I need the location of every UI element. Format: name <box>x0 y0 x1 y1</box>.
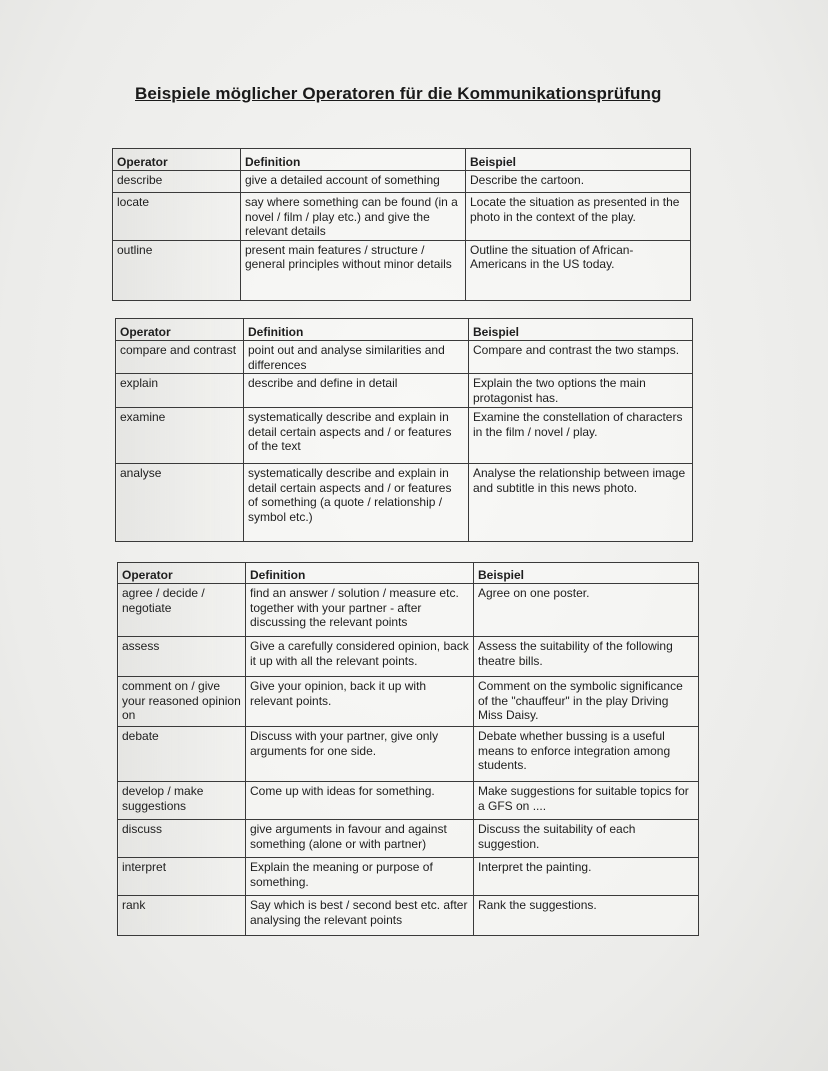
operator-cell: develop / make suggestions <box>117 781 246 820</box>
table-header-row: Operator Definition Beispiel <box>117 562 699 584</box>
definition-cell: Say which is best / second best etc. aft… <box>245 895 474 936</box>
page-title: Beispiele möglicher Operatoren für die K… <box>135 84 662 103</box>
table-row: discuss give arguments in favour and agai… <box>117 819 699 858</box>
definition-cell: point out and analyse similarities and d… <box>243 340 469 374</box>
definition-cell: Give your opinion, back it up with relev… <box>245 676 474 727</box>
operator-table-1: Operator Definition Beispiel describe give a… <box>112 148 691 301</box>
definition-cell: find an answer / solution / measure etc.… <box>245 583 474 637</box>
example-cell: Analyse the relationship between image a… <box>468 463 693 542</box>
definition-cell: Give a carefully considered opinion, bac… <box>245 636 474 677</box>
operator-cell: describe <box>112 170 241 193</box>
table-row: interpret Explain the meaning or purpose … <box>117 857 699 896</box>
header-example: Beispiel <box>473 562 699 584</box>
table-row: compare and contrast point out and analys… <box>115 340 693 374</box>
table-row: assess Give a carefully considered opinio… <box>117 636 699 677</box>
operator-cell: compare and contrast <box>115 340 244 374</box>
table-row: agree / decide / negotiate find an answer… <box>117 583 699 637</box>
operator-cell: explain <box>115 373 244 408</box>
table-header-row: Operator Definition Beispiel <box>115 318 693 341</box>
operator-cell: interpret <box>117 857 246 896</box>
operator-table-3: Operator Definition Beispiel agree / decide… <box>117 562 699 936</box>
operator-cell: assess <box>117 636 246 677</box>
table-row: debate Discuss with your partner, give on… <box>117 726 699 782</box>
table-row: locate say where something can be found (… <box>112 192 691 241</box>
table-row: describe give a detailed account of somet… <box>112 170 691 193</box>
example-cell: Examine the constellation of characters … <box>468 407 693 464</box>
definition-cell: Explain the meaning or purpose of someth… <box>245 857 474 896</box>
definition-cell: present main features / structure / gene… <box>240 239 466 301</box>
operator-cell: rank <box>117 895 246 936</box>
operator-cell: discuss <box>117 819 246 858</box>
header-example: Beispiel <box>468 318 693 341</box>
table-row: comment on / give your reasoned opinion … <box>117 676 699 727</box>
operator-cell: comment on / give your reasoned opinion … <box>117 676 246 727</box>
definition-cell: say where something can be found (in a n… <box>240 192 466 241</box>
example-cell: Outline the situation of African-America… <box>465 239 691 301</box>
header-operator: Operator <box>115 318 244 341</box>
example-cell: Debate whether bussing is a useful means… <box>473 726 699 782</box>
example-cell: Interpret the painting. <box>473 857 699 896</box>
example-cell: Rank the suggestions. <box>473 895 699 936</box>
operator-cell: debate <box>117 726 246 782</box>
example-cell: Agree on one poster. <box>473 583 699 637</box>
definition-cell: Come up with ideas for something. <box>245 781 474 820</box>
header-example: Beispiel <box>465 148 691 171</box>
definition-cell: systematically describe and explain in d… <box>243 463 469 542</box>
table-row: examine systematically describe and expla… <box>115 407 693 464</box>
table-row: outline present main features / structure… <box>112 239 691 301</box>
header-definition: Definition <box>245 562 474 584</box>
operator-cell: analyse <box>115 463 244 542</box>
example-cell: Make suggestions for suitable topics for… <box>473 781 699 820</box>
definition-cell: describe and define in detail <box>243 373 469 408</box>
operator-cell: examine <box>115 407 244 464</box>
example-cell: Discuss the suitability of each suggesti… <box>473 819 699 858</box>
example-cell: Describe the cartoon. <box>465 170 691 193</box>
table-row: rank Say which is best / second best etc.… <box>117 895 699 936</box>
table-row: explain describe and define in detail Expl… <box>115 373 693 408</box>
table-row: analyse systematically describe and expla… <box>115 463 693 542</box>
definition-cell: Discuss with your partner, give only arg… <box>245 726 474 782</box>
definition-cell: give arguments in favour and against som… <box>245 819 474 858</box>
definition-cell: give a detailed account of something <box>240 170 466 193</box>
example-cell: Comment on the symbolic significance of … <box>473 676 699 727</box>
table-row: develop / make suggestions Come up with i… <box>117 781 699 820</box>
header-definition: Definition <box>240 148 466 171</box>
table-header-row: Operator Definition Beispiel <box>112 148 691 171</box>
definition-cell: systematically describe and explain in d… <box>243 407 469 464</box>
header-definition: Definition <box>243 318 469 341</box>
example-cell: Assess the suitability of the following … <box>473 636 699 677</box>
operator-cell: outline <box>112 239 241 301</box>
example-cell: Compare and contrast the two stamps. <box>468 340 693 374</box>
operator-cell: agree / decide / negotiate <box>117 583 246 637</box>
header-operator: Operator <box>112 148 241 171</box>
example-cell: Locate the situation as presented in the… <box>465 192 691 241</box>
example-cell: Explain the two options the main protago… <box>468 373 693 408</box>
header-operator: Operator <box>117 562 246 584</box>
operator-table-2: Operator Definition Beispiel compare and co… <box>115 318 693 542</box>
operator-cell: locate <box>112 192 241 241</box>
